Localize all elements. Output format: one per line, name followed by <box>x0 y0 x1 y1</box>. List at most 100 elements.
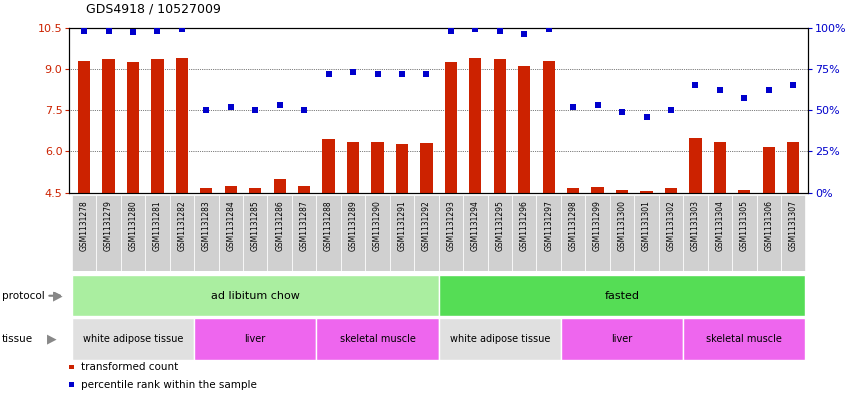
Point <box>77 28 91 34</box>
Text: white adipose tissue: white adipose tissue <box>449 334 550 344</box>
Bar <box>225 185 237 193</box>
Bar <box>72 318 194 360</box>
Text: GSM1131279: GSM1131279 <box>104 200 113 251</box>
Bar <box>316 318 438 360</box>
Text: GSM1131307: GSM1131307 <box>788 200 798 251</box>
Text: GSM1131284: GSM1131284 <box>226 200 235 251</box>
Text: GSM1131306: GSM1131306 <box>764 200 773 251</box>
Bar <box>561 195 585 271</box>
Text: liver: liver <box>244 334 266 344</box>
Text: GSM1131280: GSM1131280 <box>129 200 137 251</box>
Bar <box>610 195 634 271</box>
Text: GSM1131294: GSM1131294 <box>471 200 480 251</box>
Bar <box>396 144 408 193</box>
Bar <box>170 195 194 271</box>
Point <box>420 71 433 77</box>
Text: GSM1131291: GSM1131291 <box>398 200 406 251</box>
Bar <box>347 141 360 193</box>
Bar <box>640 191 652 193</box>
Point <box>713 87 727 94</box>
Text: GSM1131286: GSM1131286 <box>275 200 284 251</box>
Bar <box>542 61 555 193</box>
Bar <box>273 179 286 193</box>
Text: skeletal muscle: skeletal muscle <box>339 334 415 344</box>
Bar <box>585 195 610 271</box>
Bar <box>665 188 677 193</box>
Point <box>249 107 262 113</box>
Point <box>762 87 776 94</box>
Bar <box>438 318 561 360</box>
Point <box>200 107 213 113</box>
Bar <box>787 141 799 193</box>
Text: GSM1131293: GSM1131293 <box>447 200 455 251</box>
Bar <box>438 195 463 271</box>
Bar <box>341 195 365 271</box>
Bar <box>78 61 91 193</box>
Bar <box>689 138 701 193</box>
Text: GSM1131288: GSM1131288 <box>324 200 333 250</box>
Bar <box>194 318 316 360</box>
Bar <box>616 190 629 193</box>
Point <box>591 102 604 108</box>
Point <box>273 102 287 108</box>
Text: GSM1131300: GSM1131300 <box>618 200 627 251</box>
Bar <box>445 62 457 193</box>
Point <box>298 107 311 113</box>
Text: tissue: tissue <box>2 334 33 344</box>
Bar <box>684 318 805 360</box>
Bar <box>176 58 188 193</box>
Text: GSM1131282: GSM1131282 <box>178 200 186 250</box>
Text: ▶: ▶ <box>53 289 63 302</box>
Text: GSM1131301: GSM1131301 <box>642 200 651 251</box>
Text: GSM1131296: GSM1131296 <box>519 200 529 251</box>
Bar <box>316 195 341 271</box>
Text: GSM1131298: GSM1131298 <box>569 200 578 251</box>
Bar <box>756 195 781 271</box>
Bar <box>494 59 506 193</box>
Bar <box>714 141 726 193</box>
Point <box>102 28 115 34</box>
Point <box>640 114 653 120</box>
Point <box>566 104 580 110</box>
Bar <box>243 195 267 271</box>
Bar <box>536 195 561 271</box>
Text: ▶: ▶ <box>47 332 57 345</box>
Bar <box>567 188 580 193</box>
Point <box>175 26 189 32</box>
Point <box>321 71 335 77</box>
Point <box>469 26 482 32</box>
Bar <box>127 62 139 193</box>
Text: GSM1131305: GSM1131305 <box>740 200 749 251</box>
Bar <box>684 195 707 271</box>
Bar <box>371 141 383 193</box>
Bar <box>634 195 659 271</box>
Text: ad libitum chow: ad libitum chow <box>211 291 299 301</box>
Bar <box>561 318 684 360</box>
Bar <box>102 59 114 193</box>
Text: transformed count: transformed count <box>81 362 179 372</box>
Bar <box>72 275 438 316</box>
Point <box>787 82 800 88</box>
Bar <box>415 195 438 271</box>
Text: GSM1131283: GSM1131283 <box>202 200 211 251</box>
Bar <box>72 195 96 271</box>
Bar <box>390 195 415 271</box>
Text: GSM1131290: GSM1131290 <box>373 200 382 251</box>
Bar <box>739 190 750 193</box>
Bar <box>121 195 146 271</box>
Point <box>224 104 238 110</box>
Bar <box>763 147 775 193</box>
Point <box>493 28 507 34</box>
Bar <box>151 59 163 193</box>
Bar <box>591 187 604 193</box>
Bar <box>487 195 512 271</box>
Text: GSM1131278: GSM1131278 <box>80 200 89 251</box>
Text: protocol: protocol <box>2 291 45 301</box>
Bar <box>194 195 218 271</box>
Bar <box>146 195 170 271</box>
Bar <box>732 195 756 271</box>
Bar <box>470 58 481 193</box>
Bar <box>298 185 310 193</box>
Point <box>371 71 384 77</box>
Bar <box>322 139 335 193</box>
